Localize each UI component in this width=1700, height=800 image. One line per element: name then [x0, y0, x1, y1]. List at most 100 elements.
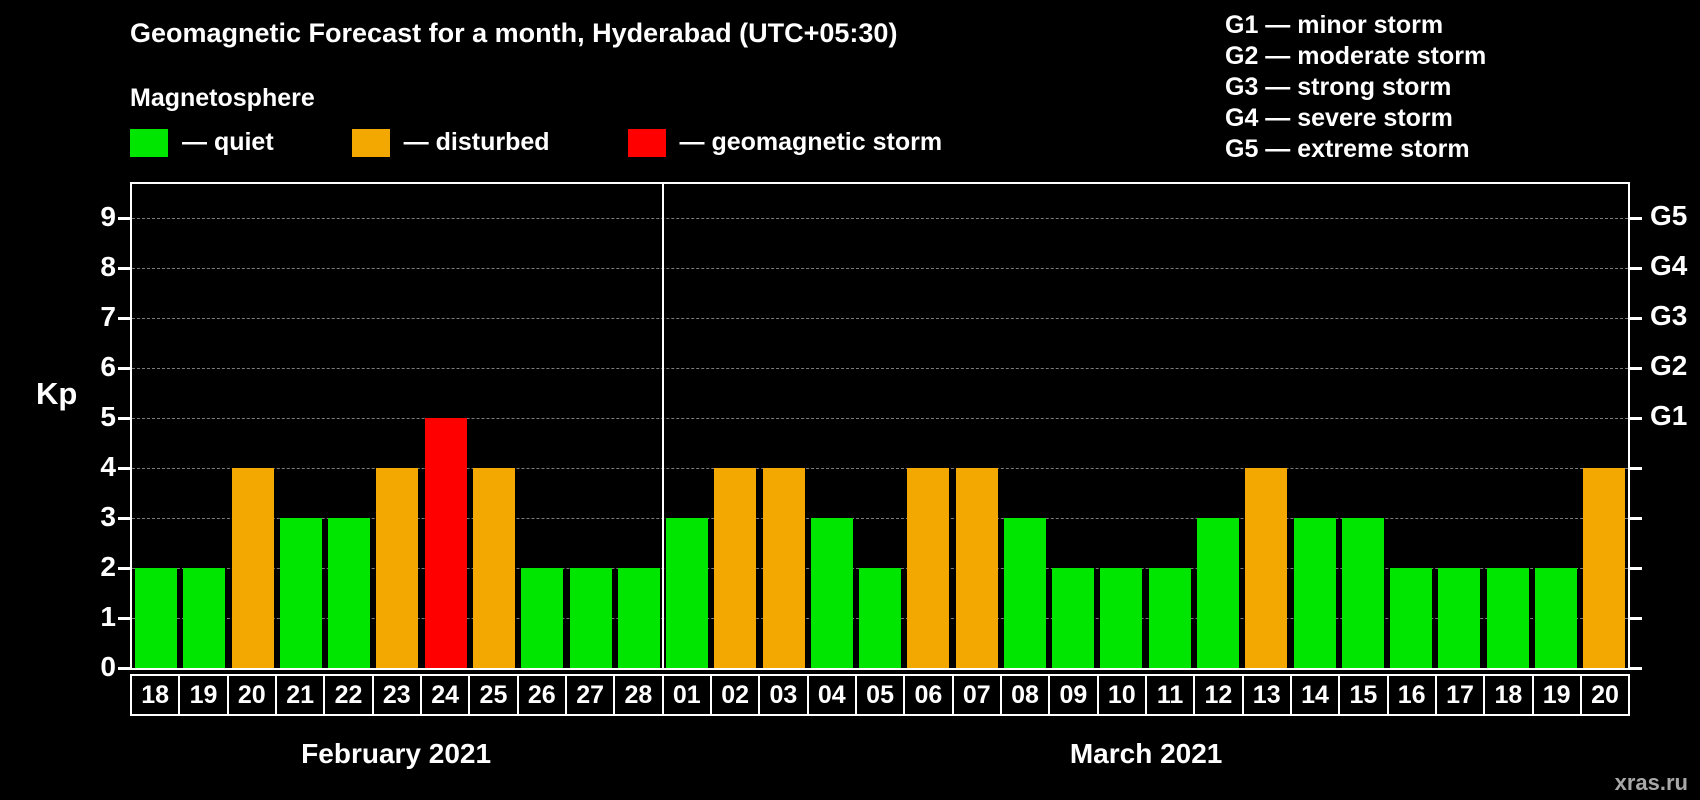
y-tick-right-1 [1630, 617, 1642, 620]
y-tick-left-5 [118, 417, 130, 420]
legend-item-disturbed: — disturbed [351, 128, 550, 157]
kp-bar-feb-23 [376, 468, 419, 668]
month-separator [661, 184, 664, 668]
month-label-0: February 2021 [301, 738, 492, 769]
day-label-mar-10: 10 [1096, 674, 1147, 716]
day-label-mar-05: 05 [854, 674, 906, 716]
y-tick-label-2: 2 [100, 551, 116, 582]
chart-title: Geomagnetic Forecast for a month, Hydera… [130, 18, 898, 48]
day-label-mar-02: 02 [709, 674, 761, 716]
y-tick-left-1 [118, 617, 130, 620]
kp-bar-mar-19 [1534, 568, 1577, 668]
kp-bar-mar-20 [1583, 468, 1626, 668]
y-tick-right-8 [1630, 267, 1642, 270]
g-scale-legend: G1 — minor storm G2 — moderate storm G3 — … [1225, 10, 1486, 165]
y-tick-label-7: 7 [100, 301, 116, 332]
y-tick-label-8: 8 [100, 251, 116, 282]
day-label-feb-21: 21 [274, 674, 326, 716]
kp-bar-mar-05 [859, 568, 902, 668]
y-axis-title: Kp [36, 376, 78, 411]
bar-slot [1483, 184, 1531, 668]
bar-slot [953, 184, 1001, 668]
bar-slot [373, 184, 421, 668]
g-scale-label-g5: G5 [1650, 200, 1688, 231]
day-label-feb-24: 24 [419, 674, 471, 716]
g-legend-line-1: G1 — minor storm [1225, 11, 1444, 39]
y-tick-label-3: 3 [100, 501, 116, 532]
g-scale-label-g4: G4 [1650, 250, 1688, 281]
day-label-mar-17: 17 [1434, 674, 1486, 716]
y-tick-right-4 [1630, 467, 1642, 470]
kp-bar-feb-27 [569, 568, 612, 668]
kp-bar-mar-15 [1341, 518, 1384, 668]
day-label-feb-26: 26 [516, 674, 567, 716]
day-label-mar-09: 09 [1048, 674, 1099, 716]
day-label-feb-20: 20 [226, 674, 277, 716]
y-tick-right-2 [1630, 567, 1642, 570]
bars-container [132, 184, 1628, 668]
bar-slot [1001, 184, 1049, 668]
day-label-mar-12: 12 [1193, 674, 1244, 716]
bar-slot [1097, 184, 1145, 668]
gridline-kp-5 [132, 418, 1628, 419]
g-legend-line-3: G3 — strong storm [1225, 73, 1452, 101]
bar-slot [325, 184, 373, 668]
legend-item-storm: — geomagnetic storm [627, 128, 942, 157]
watermark: xras.ru [1614, 770, 1688, 795]
y-tick-left-7 [118, 317, 130, 320]
kp-bar-mar-18 [1486, 568, 1529, 668]
y-tick-label-5: 5 [100, 401, 116, 432]
day-label-mar-15: 15 [1338, 674, 1389, 716]
y-tick-left-9 [118, 217, 130, 220]
kp-bar-mar-10 [1100, 568, 1143, 668]
y-tick-left-2 [118, 567, 130, 570]
gridline-kp-8 [132, 268, 1628, 269]
y-tick-left-0 [118, 667, 130, 670]
g-scale-label-g1: G1 [1650, 400, 1688, 431]
day-label-feb-22: 22 [323, 674, 374, 716]
day-label-mar-16: 16 [1386, 674, 1437, 716]
g-legend-line-5: G5 — extreme storm [1225, 135, 1470, 163]
kp-bar-mar-07 [955, 468, 998, 668]
gridline-kp-9 [132, 218, 1628, 219]
gridline-kp-6 [132, 368, 1628, 369]
kp-bar-mar-13 [1245, 468, 1288, 668]
day-label-mar-11: 11 [1144, 674, 1196, 716]
g-scale-label-g3: G3 [1650, 300, 1688, 331]
bar-slot [1435, 184, 1483, 668]
kp-bar-mar-02 [714, 468, 757, 668]
status-legend: — quiet — disturbed — geomagnetic storm [130, 128, 942, 157]
y-tick-right-7 [1630, 317, 1642, 320]
bar-slot [615, 184, 663, 668]
day-label-mar-18: 18 [1483, 674, 1534, 716]
legend-swatch-disturbed [351, 128, 390, 157]
y-tick-right-6 [1630, 367, 1642, 370]
kp-bar-feb-20 [231, 468, 274, 668]
bar-slot [132, 184, 180, 668]
kp-bar-mar-06 [907, 468, 950, 668]
gridline-kp-4 [132, 468, 1628, 469]
day-label-mar-20: 20 [1579, 674, 1631, 716]
day-label-mar-04: 04 [806, 674, 857, 716]
chart-subtitle: Magnetosphere [130, 84, 315, 112]
kp-bar-mar-01 [666, 518, 709, 668]
bar-slot [1290, 184, 1338, 668]
kp-bar-mar-09 [1052, 568, 1095, 668]
day-label-mar-14: 14 [1289, 674, 1341, 716]
kp-bar-feb-21 [279, 518, 322, 668]
legend-label-disturbed: — disturbed [403, 128, 550, 156]
day-axis: 18 19 20 21 22 23 24 25 26 27 28 01 02 03 04 05 06 07 08 09… [130, 674, 1631, 716]
legend-label-quiet: — quiet [182, 128, 274, 156]
kp-bar-mar-12 [1196, 518, 1239, 668]
kp-bar-mar-08 [1003, 518, 1046, 668]
bar-slot [229, 184, 277, 668]
day-label-mar-03: 03 [758, 674, 809, 716]
bar-slot [1580, 184, 1628, 668]
bar-slot [856, 184, 904, 668]
bar-slot [566, 184, 614, 668]
legend-swatch-storm [627, 128, 666, 157]
y-tick-right-0 [1630, 667, 1642, 670]
bar-slot [1532, 184, 1580, 668]
y-tick-label-6: 6 [100, 351, 116, 382]
